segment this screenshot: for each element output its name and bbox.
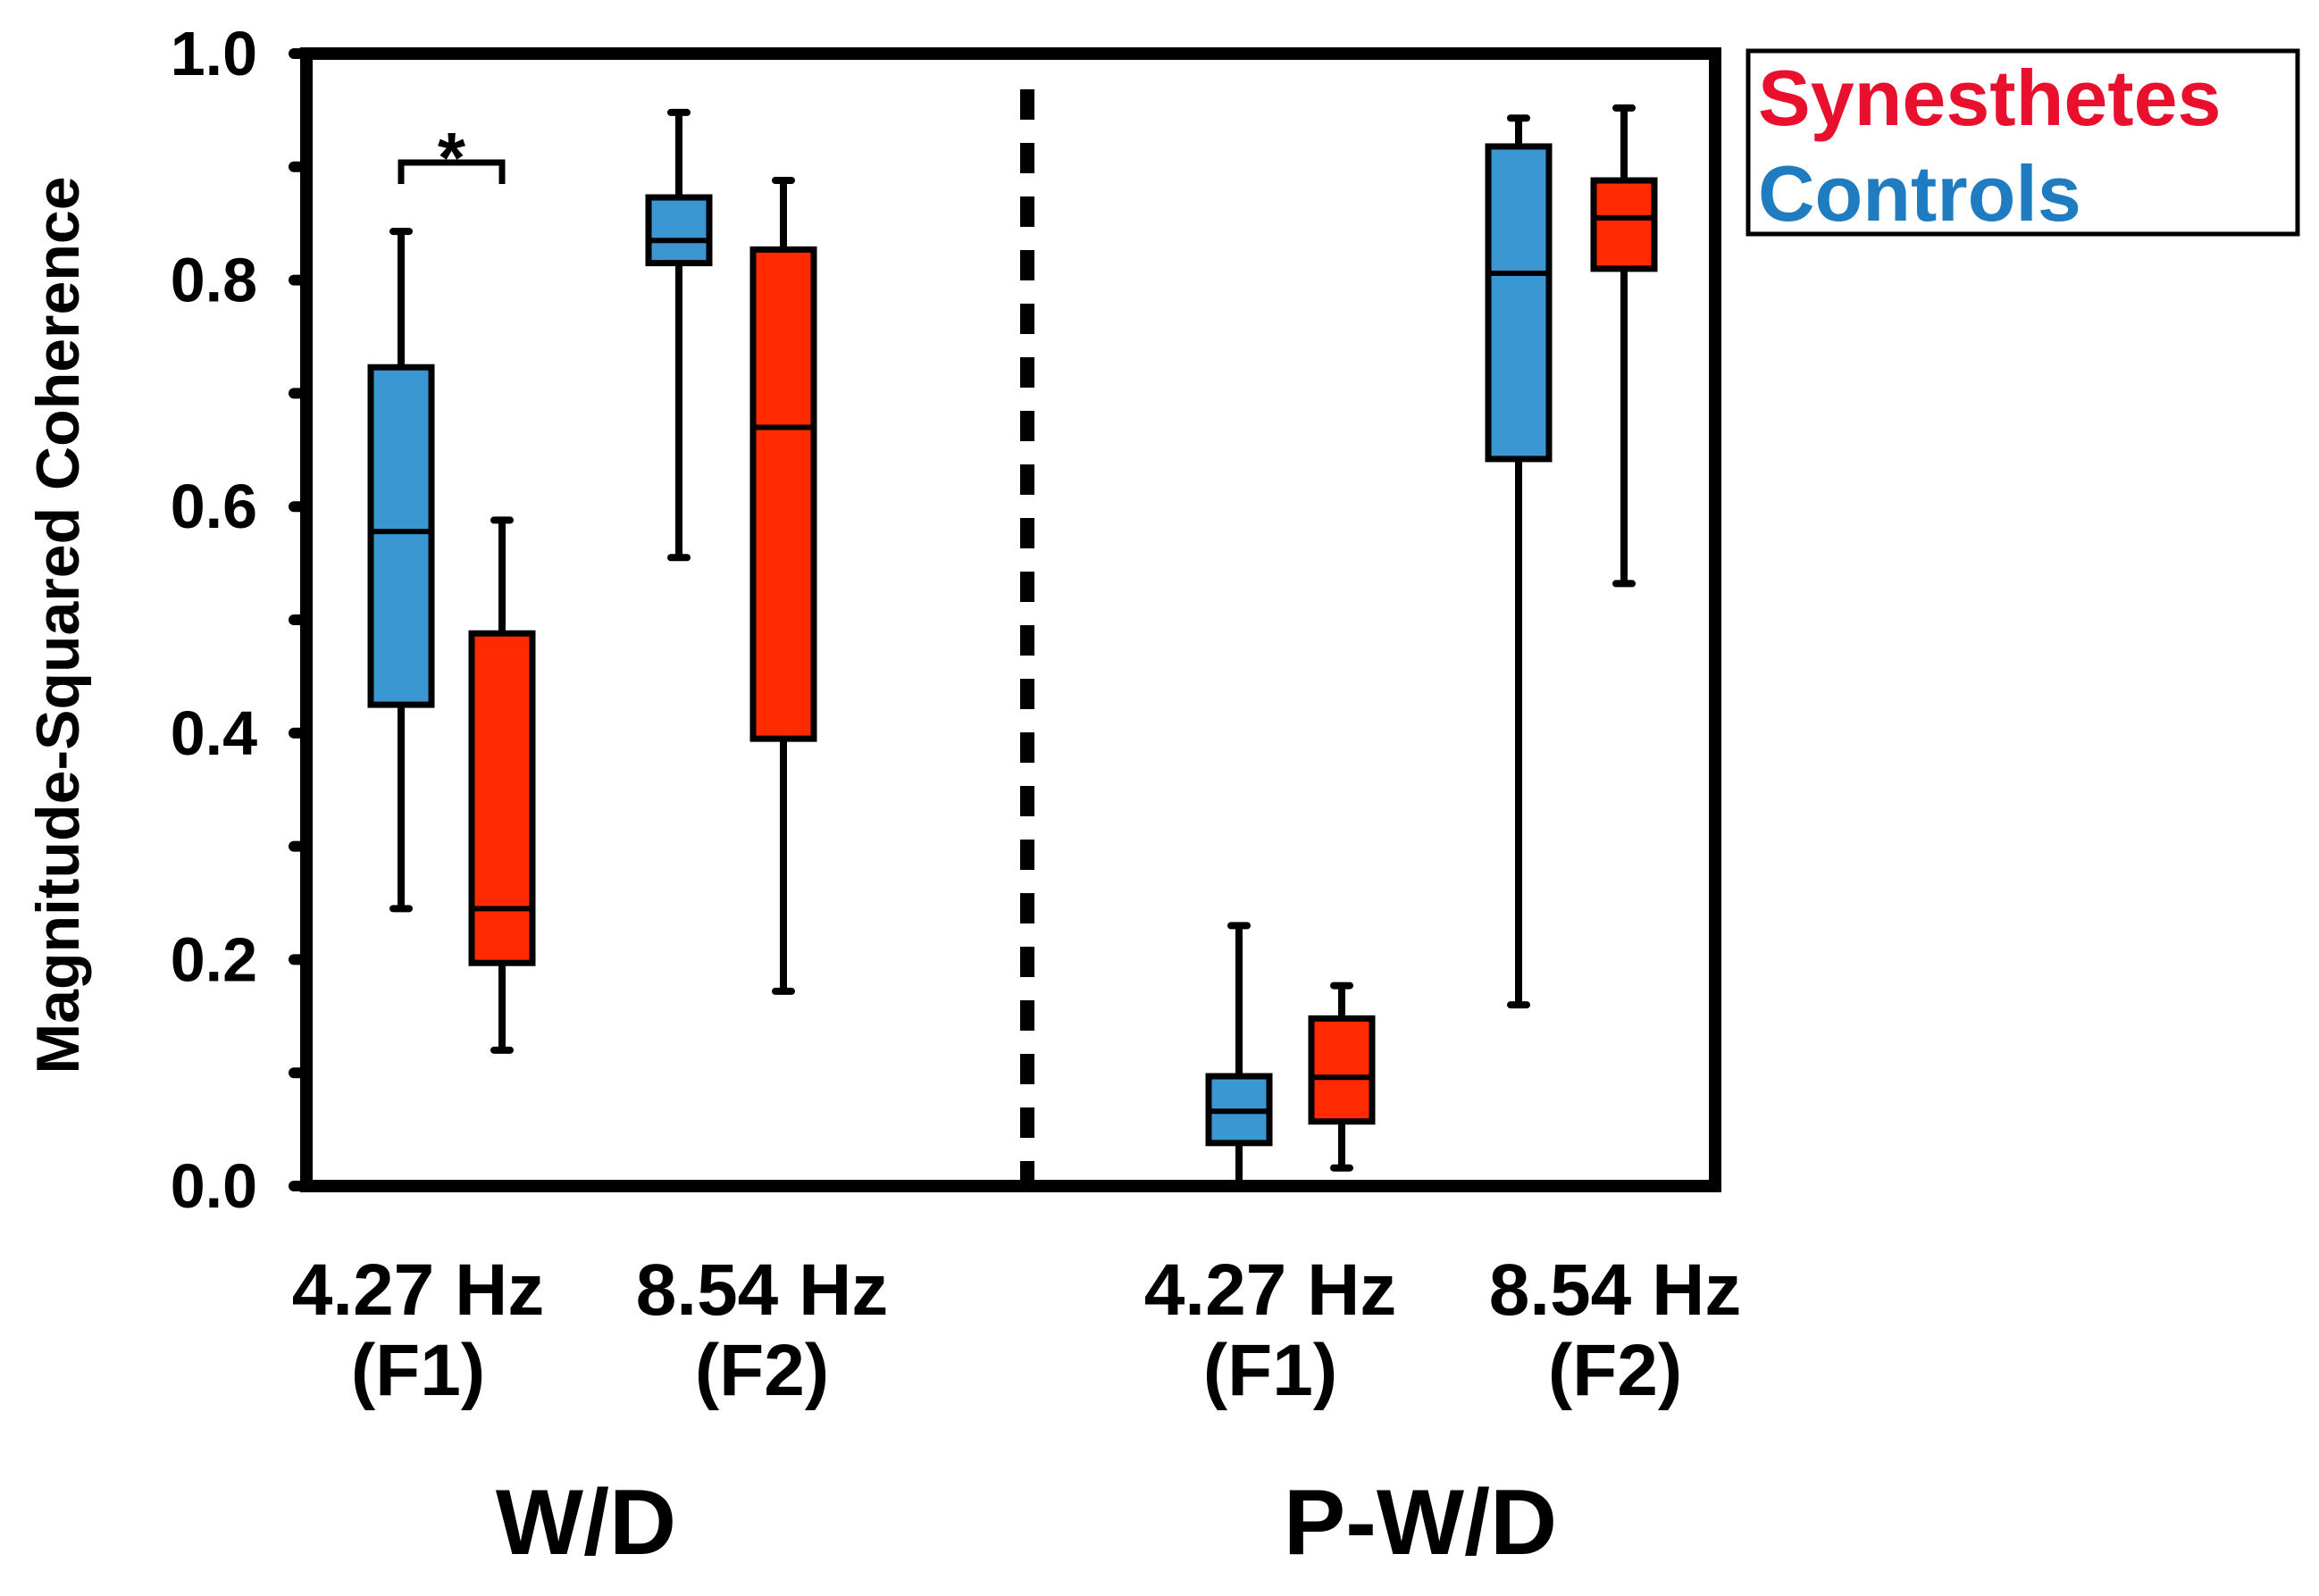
- box-iqr: [1485, 143, 1553, 463]
- plot-frame: [300, 47, 1721, 1192]
- box-controls: [645, 108, 713, 562]
- box-iqr: [749, 246, 817, 742]
- y-tick-label: 0.0: [171, 1151, 257, 1221]
- significance-bracket: *: [398, 118, 506, 197]
- y-tick-label: 0.6: [171, 472, 257, 541]
- y-tick-label: 1.0: [171, 19, 257, 88]
- x-category-harmonic: (F2): [695, 1330, 829, 1411]
- y-tick-label: 0.8: [171, 246, 257, 315]
- y-tick-label: 0.4: [171, 698, 257, 768]
- box-controls: [1205, 922, 1273, 1190]
- x-category-frequency: 4.27 Hz: [1144, 1249, 1397, 1331]
- y-tick-label: 0.2: [171, 924, 257, 994]
- box-iqr: [367, 363, 435, 708]
- box-synesthetes: [1308, 982, 1376, 1172]
- box-iqr: [1590, 177, 1658, 272]
- x-category-harmonic: (F2): [1548, 1330, 1682, 1411]
- box-synesthetes: [749, 177, 817, 995]
- box-synesthetes: [1590, 104, 1658, 588]
- x-category-harmonic: (F1): [351, 1330, 485, 1411]
- box-iqr: [1308, 1015, 1376, 1125]
- legend: Synesthetes Controls: [1746, 48, 2300, 238]
- x-category-frequency: 8.54 Hz: [1489, 1249, 1742, 1331]
- x-category-frequency: 4.27 Hz: [292, 1249, 545, 1331]
- box-plot-series: *: [367, 104, 1658, 1190]
- legend-entry-controls: Controls: [1758, 149, 2081, 238]
- x-group-label: P-W/D: [1284, 1471, 1557, 1575]
- box-iqr: [645, 194, 713, 267]
- legend-box: [1746, 48, 2300, 237]
- significance-marker: *: [438, 118, 466, 197]
- bracket-line: [398, 159, 506, 184]
- y-axis-title: Magnitude-Squared Coherence: [24, 176, 92, 1074]
- box-controls: [1485, 114, 1553, 1009]
- x-category-harmonic: (F1): [1203, 1330, 1337, 1411]
- legend-entry-synesthetes: Synesthetes: [1758, 54, 2221, 142]
- x-category-frequency: 8.54 Hz: [636, 1249, 889, 1331]
- box-synesthetes: [468, 516, 536, 1054]
- box-controls: [367, 228, 435, 913]
- x-axis-labels: 4.27 Hz(F1)8.54 Hz(F2)W/D4.27 Hz(F1)8.54…: [292, 1249, 1742, 1575]
- box-iqr: [468, 630, 536, 966]
- y-axis-ticks: 0.0 0.2 0.4 0.6 0.8 1.0: [171, 19, 312, 1221]
- x-group-label: W/D: [496, 1471, 676, 1575]
